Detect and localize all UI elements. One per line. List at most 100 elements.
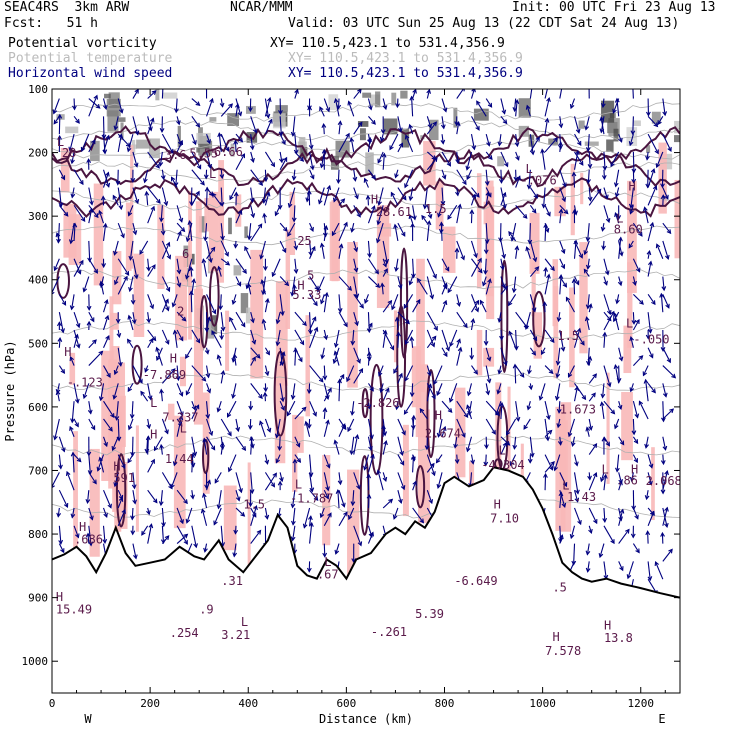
wind-arrowhead	[263, 387, 269, 393]
wind-arrowhead	[213, 520, 218, 526]
wind-arrow	[176, 489, 188, 504]
wind-arrow	[250, 530, 261, 544]
wind-arrowhead	[185, 390, 191, 396]
wind-arrow	[513, 436, 517, 449]
wind-arrow	[353, 435, 359, 455]
wind-arrow	[588, 373, 597, 384]
wind-arrow	[378, 365, 384, 376]
wind-arrowhead	[306, 389, 312, 395]
wind-arrow	[176, 418, 183, 426]
wind-arrow	[367, 418, 373, 439]
wind-arrow	[587, 169, 590, 183]
wind-arrowhead	[630, 130, 636, 136]
wind-arrowhead	[532, 336, 538, 342]
pv-shading-streak	[167, 403, 175, 420]
wind-arrowhead	[86, 158, 92, 164]
wind-arrow	[114, 365, 119, 375]
wind-arrow	[161, 368, 176, 384]
wind-arrowhead	[438, 228, 444, 234]
wind-arrow	[616, 98, 620, 117]
wind-arrow	[571, 436, 576, 446]
wind-arrowhead	[605, 218, 611, 224]
wind-arrow	[73, 311, 80, 328]
wind-arrowhead	[534, 266, 540, 272]
wind-arrowhead	[69, 356, 75, 362]
pv-annotation: H	[113, 459, 120, 473]
pv-shading-cell	[104, 93, 111, 99]
wind-arrowhead	[574, 385, 580, 391]
wind-arrow	[353, 472, 360, 489]
wind-arrowhead	[110, 413, 115, 419]
wind-arrowhead	[366, 404, 372, 410]
wind-arrowhead	[555, 373, 561, 379]
wind-arrow	[161, 472, 173, 489]
wind-arrow	[99, 457, 105, 473]
wind-arrow	[102, 134, 106, 154]
wind-arrowhead	[233, 139, 239, 145]
wind-arrowhead	[155, 163, 160, 169]
wind-arrow	[279, 151, 283, 163]
wind-arrow	[147, 524, 153, 544]
wind-arrowhead	[376, 469, 382, 475]
wind-arrow	[309, 516, 312, 526]
wind-arrow	[500, 151, 509, 167]
wind-arrowhead	[52, 291, 55, 295]
wind-arrow	[662, 408, 674, 420]
wind-arrow	[147, 90, 157, 99]
wind-arrow	[88, 339, 97, 349]
wind-arrowhead	[484, 181, 490, 187]
wind-arrowhead	[512, 444, 518, 450]
wind-arrow	[147, 459, 155, 473]
wind-arrowhead	[194, 404, 200, 410]
wind-arrowhead	[101, 263, 107, 269]
wind-arrowhead	[541, 203, 547, 209]
wind-arrowhead	[179, 411, 184, 417]
wind-arrowhead	[546, 273, 551, 279]
wind-arrow	[132, 258, 138, 279]
wind-arrowhead	[174, 108, 179, 114]
wind-arrowhead	[333, 97, 339, 104]
wind-arrow	[632, 276, 636, 286]
org-title: NCAR/MMM	[230, 0, 293, 15]
wind-arrow	[176, 258, 181, 274]
pv-shading-cell	[244, 226, 248, 239]
wind-arrowhead	[515, 155, 520, 161]
wind-arrow	[397, 490, 402, 504]
wind-arrow	[470, 240, 477, 258]
wind-arrow	[573, 172, 576, 188]
pv-annotation: H	[494, 498, 501, 512]
wind-arrow	[421, 215, 428, 224]
wind-arrowhead	[645, 334, 651, 340]
wind-arrow	[500, 240, 505, 259]
pv-shading-cell	[131, 139, 136, 154]
wind-arrow	[235, 418, 239, 432]
wind-arrow	[260, 240, 266, 259]
wind-arrowhead	[343, 511, 348, 517]
wind-arrowhead	[98, 350, 104, 356]
pv-annotation: 5.55	[189, 147, 218, 161]
wind-arrowhead	[602, 517, 608, 523]
wind-arrowhead	[476, 100, 481, 106]
wind-arrowhead	[291, 217, 297, 223]
wind-arrowhead	[58, 202, 64, 208]
wind-arrow	[544, 258, 555, 271]
wind-arrowhead	[219, 102, 225, 108]
wind-arrow	[156, 347, 163, 361]
pv-shading-streak	[555, 406, 566, 531]
wind-arrowhead	[127, 425, 133, 431]
wind-arrowhead	[588, 425, 594, 431]
wind-arrowhead	[356, 212, 361, 218]
wind-arrow	[176, 205, 183, 222]
wind-arrowhead	[442, 282, 448, 288]
wind-arrowhead	[169, 148, 174, 154]
wind-arrow	[397, 332, 400, 348]
pv-shading-streak	[116, 461, 128, 529]
wind-arrowhead	[408, 280, 414, 286]
wind-arrowhead	[486, 141, 491, 147]
wind-arrowhead	[532, 257, 538, 263]
legend-wind-xy: XY= 110.5,423.1 to 531.4,356.9	[288, 66, 523, 81]
wind-arrowhead	[559, 534, 564, 540]
wind-arrow	[264, 507, 268, 519]
wind-arrow	[57, 507, 60, 517]
wind-arrowhead	[384, 258, 389, 264]
